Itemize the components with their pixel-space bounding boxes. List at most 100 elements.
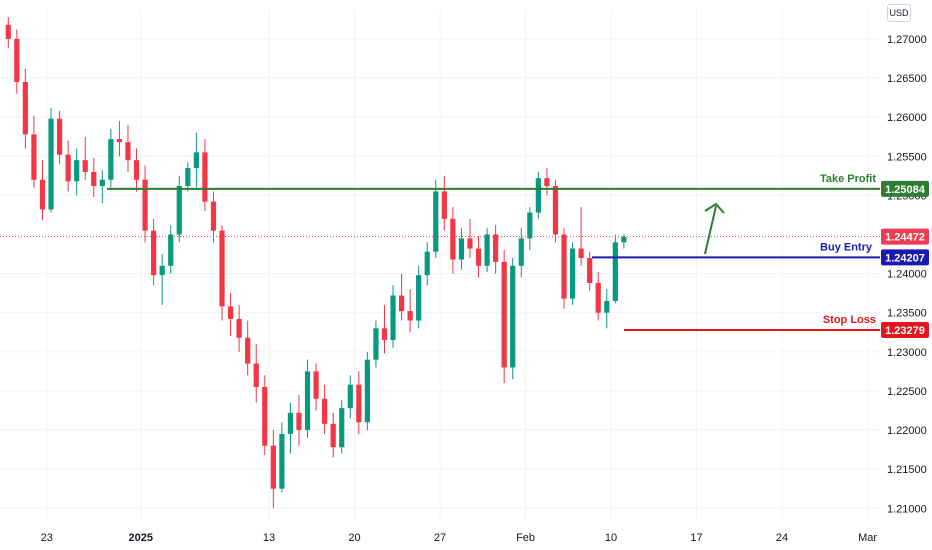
candle-body <box>441 191 447 219</box>
y-tick-label: 1.21000 <box>887 503 927 515</box>
candle-body <box>527 212 533 239</box>
buy-entry-badge <box>881 249 929 266</box>
candle-body <box>74 160 80 182</box>
x-tick-label: 20 <box>348 532 360 544</box>
candle-body <box>125 142 131 161</box>
candle <box>510 257 516 380</box>
candle <box>339 400 345 454</box>
candle <box>159 254 165 305</box>
x-tick-label: 13 <box>263 532 275 544</box>
arrow-shaft <box>704 205 717 255</box>
candle <box>279 422 285 493</box>
candle-body <box>193 152 199 169</box>
candle-body <box>65 154 71 182</box>
candle-body <box>245 337 251 364</box>
candle <box>416 265 422 329</box>
candle <box>578 207 584 266</box>
candle <box>612 234 618 304</box>
candle-body <box>493 234 499 262</box>
y-tick-label: 1.27000 <box>887 34 927 46</box>
candle-body <box>398 295 405 312</box>
candle <box>296 394 302 446</box>
candle <box>527 207 533 251</box>
y-tick-label: 1.26500 <box>887 73 927 85</box>
candle-body <box>185 168 191 186</box>
candle <box>133 148 140 192</box>
candle-body <box>595 282 601 313</box>
candle <box>475 236 482 278</box>
candle <box>364 351 370 431</box>
candle-body <box>604 300 610 313</box>
y-tick-label: 1.26000 <box>887 112 927 124</box>
candle-body <box>279 433 285 489</box>
candle-body <box>270 445 276 489</box>
candle <box>621 234 627 249</box>
candle <box>313 363 319 411</box>
candle-body <box>364 359 370 423</box>
buy-entry-price: 1.24207 <box>885 252 925 264</box>
candle-body <box>407 311 413 321</box>
candle <box>458 228 465 270</box>
candle <box>151 218 157 286</box>
candle-body <box>518 238 524 266</box>
candle-body <box>569 248 576 299</box>
candle-body <box>159 265 165 276</box>
candle-body <box>108 139 114 180</box>
candle-body <box>287 412 294 434</box>
candle-body <box>381 328 388 341</box>
candle <box>552 179 559 243</box>
candle <box>74 148 80 196</box>
stop-loss-badge <box>881 322 929 339</box>
candle <box>253 344 259 403</box>
candle-body <box>296 412 302 431</box>
currency-button[interactable]: USD <box>887 4 911 22</box>
candle-body <box>313 371 319 399</box>
candle-body <box>621 236 627 243</box>
candle-body <box>5 24 11 39</box>
candle <box>287 402 294 454</box>
candle <box>31 115 37 188</box>
time-axis[interactable]: 23 2025 13 20 27 Feb 10 17 24 Mar <box>41 532 878 544</box>
stop-loss-label: Stop Loss <box>823 314 876 326</box>
candle <box>48 107 54 213</box>
candle-body <box>587 257 593 283</box>
candle <box>373 320 379 368</box>
candle <box>14 29 20 94</box>
candle-body <box>433 191 439 252</box>
candle <box>407 289 413 333</box>
candle-body <box>236 318 242 338</box>
trade-levels: Take Profit Buy Entry Stop Loss <box>0 173 880 332</box>
candle-body <box>168 234 174 266</box>
candle-body <box>322 398 328 424</box>
candle <box>561 228 567 309</box>
current-price-badge <box>881 228 929 245</box>
candle-body <box>227 306 234 319</box>
x-tick-label: 2025 <box>129 532 153 544</box>
current-price: 1.24472 <box>885 232 925 244</box>
candle-body <box>390 295 396 341</box>
candle <box>587 251 593 291</box>
candle <box>595 272 601 321</box>
candle-body <box>176 185 182 235</box>
candle <box>65 140 71 192</box>
price-axis[interactable]: 1.270001.265001.260001.255001.250001.240… <box>887 34 927 515</box>
candle <box>99 170 105 204</box>
candle <box>356 371 362 434</box>
candle-body <box>416 275 422 321</box>
candle <box>450 207 456 274</box>
candle <box>493 225 499 274</box>
candle-body <box>501 261 507 368</box>
candle <box>185 162 191 192</box>
x-tick-label: Mar <box>858 532 877 544</box>
candle-body <box>133 160 140 180</box>
candle-body <box>99 179 105 186</box>
y-tick-label: 1.22000 <box>887 425 927 437</box>
x-tick-label: 10 <box>605 532 617 544</box>
candle <box>535 171 541 219</box>
candle-body <box>22 81 28 135</box>
candle-body <box>424 251 430 276</box>
y-tick-label: 1.25500 <box>887 151 927 163</box>
candle-body <box>339 408 345 448</box>
candle-body <box>330 423 336 448</box>
